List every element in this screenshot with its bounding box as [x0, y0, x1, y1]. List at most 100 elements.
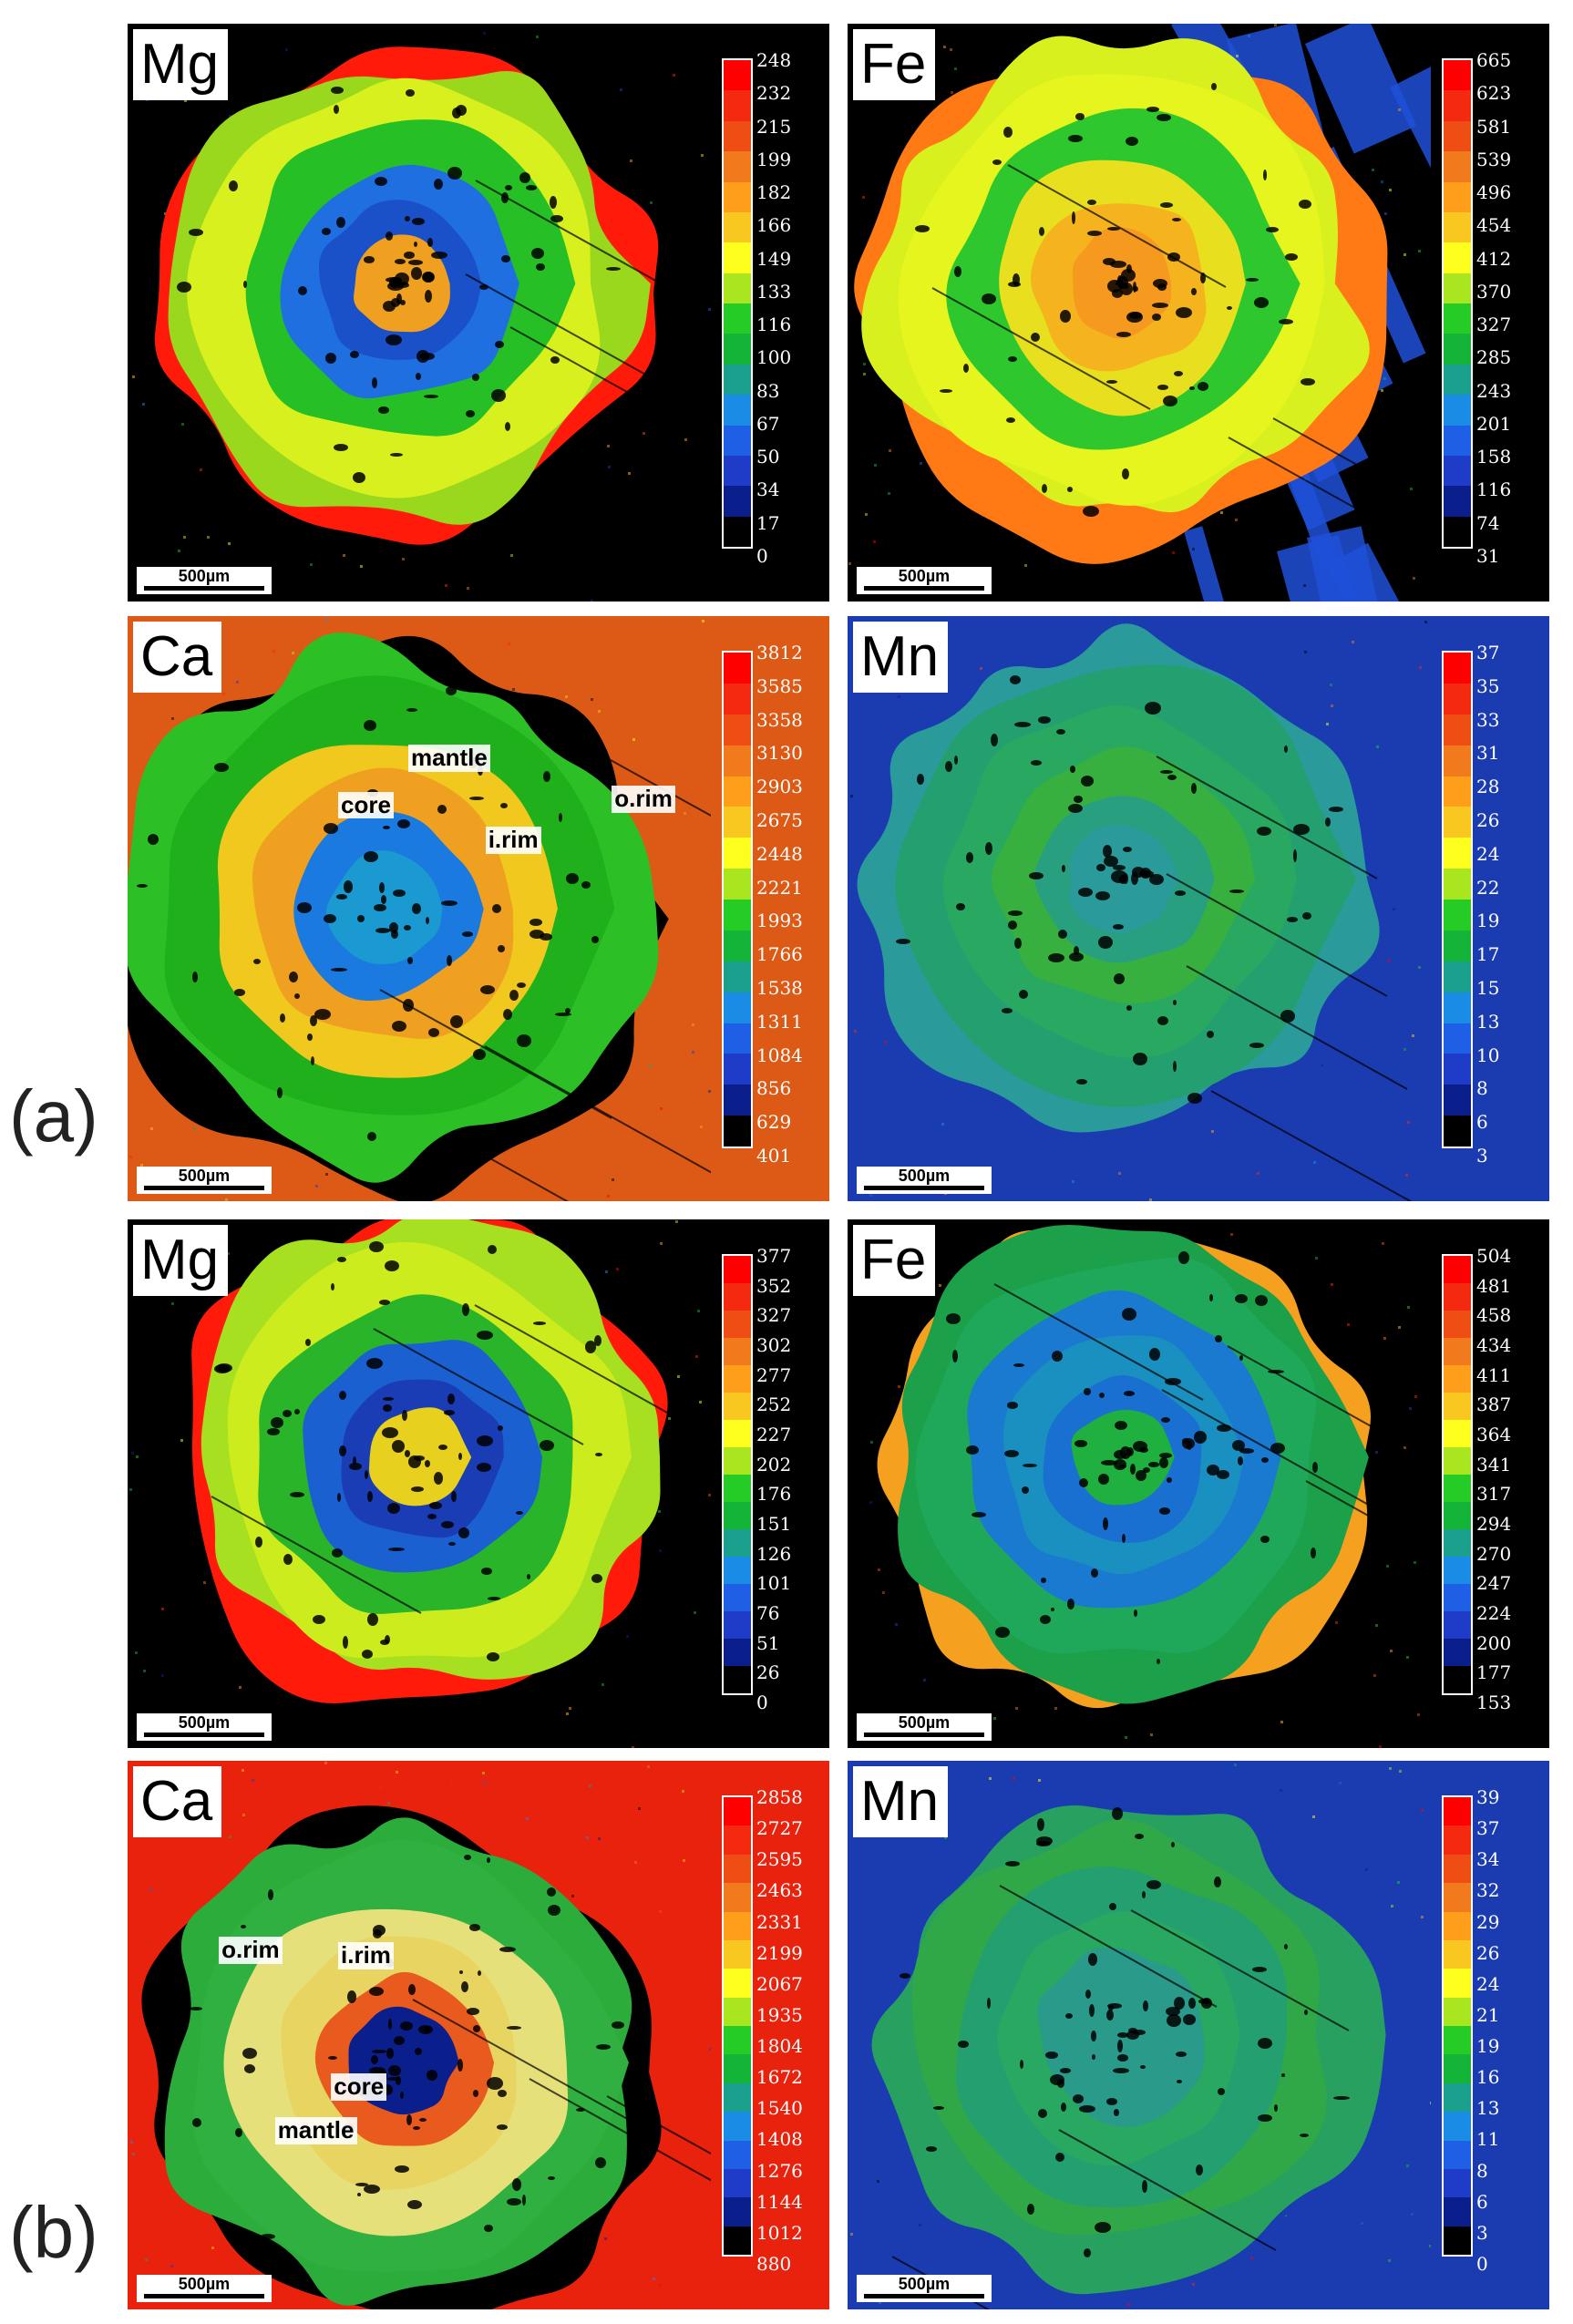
color-scale-step [724, 992, 751, 1023]
color-scale-tick-label: 327 [756, 1304, 792, 1327]
color-scale-step [724, 1969, 751, 1998]
color-scale-tick-label: 199 [756, 148, 792, 170]
element-label: Ca [133, 622, 222, 693]
color-scale-step [724, 1023, 751, 1054]
color-scale-tick-label: 182 [756, 181, 792, 204]
color-scale-step [1444, 1338, 1471, 1365]
color-scale-step [724, 930, 751, 961]
color-scale-step [1444, 1256, 1471, 1283]
scale-bar: 500µm [137, 567, 272, 594]
color-scale-tick-label: 285 [1476, 346, 1512, 369]
color-scale-step [724, 1639, 751, 1666]
color-scale-step [1444, 1911, 1471, 1940]
color-scale-step [1444, 1854, 1471, 1884]
color-scale-tick-label: 31 [1476, 545, 1500, 567]
color-scale-tick-label: 1311 [756, 1010, 803, 1033]
color-scale-step [724, 1883, 751, 1912]
color-scale-tick-label: 504 [1476, 1245, 1512, 1267]
color-scale-tick-label: 856 [756, 1077, 792, 1100]
color-scale-step [1444, 1666, 1471, 1693]
color-scale-tick-label: 1993 [756, 910, 803, 932]
color-scale-step [724, 838, 751, 869]
color-scale-step [724, 1797, 751, 1826]
color-scale-bar [722, 1795, 753, 2257]
color-scale-step [1444, 683, 1471, 715]
color-scale-tick-label: 1012 [756, 2221, 803, 2244]
color-scale-bar [1442, 1795, 1473, 2257]
color-scale-tick-label: 215 [756, 115, 792, 138]
color-scale-tick-label: 458 [1476, 1304, 1512, 1327]
color-scale-bar [1442, 1254, 1473, 1695]
color-scale-step [724, 1283, 751, 1311]
color-scale-step [1444, 869, 1471, 900]
color-scale-tick-label: 31 [1476, 742, 1500, 765]
color-scale-step [724, 1475, 751, 1502]
color-scale-step [724, 211, 751, 243]
color-scale-step [724, 1557, 751, 1584]
map-image [848, 24, 1431, 602]
color-scale-tick-label: 24 [1476, 1972, 1500, 1995]
color-scale-step [724, 1529, 751, 1557]
zone-label-i-rim: i.rim [338, 1941, 394, 1969]
color-scale-tick-label: 34 [756, 478, 780, 501]
color-scale-step [1444, 1085, 1471, 1116]
color-scale-tick-label: 33 [1476, 708, 1500, 731]
color-scale-step [1444, 120, 1471, 152]
element-map-b-ca: Ca 500µm 2858 2727 2595 2463 2331 2199 2067 1935 1… [128, 1761, 829, 2309]
color-scale-step [724, 2226, 751, 2255]
color-scale-step [1444, 1529, 1471, 1557]
color-scale-tick-label: 327 [1476, 314, 1512, 336]
color-scale-tick-label: 411 [1476, 1363, 1512, 1386]
color-scale-tick-label: 1766 [756, 943, 803, 966]
color-scale-tick-label: 19 [1476, 910, 1500, 932]
color-scale-bar [722, 1254, 753, 1695]
color-scale-step [1444, 516, 1471, 547]
color-scale-tick-label: 76 [756, 1602, 780, 1624]
color-scale-tick-label: 0 [1476, 2253, 1488, 2275]
color-scale-tick-label: 434 [1476, 1334, 1512, 1356]
map-image [869, 1225, 1431, 1748]
color-scale-step [724, 807, 751, 838]
color-scale-tick-label: 51 [756, 1631, 780, 1654]
color-scale-step [1444, 486, 1471, 517]
color-scale-step [724, 1997, 751, 2026]
color-scale-tick-label: 2199 [756, 1941, 803, 1964]
color-scale-tick-label: 26 [756, 1661, 780, 1684]
color-scale-step [724, 425, 751, 456]
color-scale-step [724, 2054, 751, 2083]
scale-bar-label: 500µm [178, 1713, 231, 1732]
color-scale-step [724, 455, 751, 487]
color-scale-tick-label: 8 [1476, 1077, 1488, 1100]
color-scale-tick-label: 151 [756, 1513, 792, 1535]
color-scale-tick-label: 0 [756, 1692, 768, 1713]
color-scale-tick-label: 243 [1476, 379, 1512, 402]
color-scale-tick-label: 401 [756, 1145, 792, 1167]
scale-bar-label: 500µm [898, 2275, 951, 2293]
color-scale-step [724, 2140, 751, 2169]
color-scale-tick-label: 341 [1476, 1453, 1512, 1476]
color-scale-step [1444, 653, 1471, 684]
scale-bar-line [144, 586, 264, 591]
zone-label-o-rim: o.rim [219, 1936, 283, 1964]
color-scale-step [724, 2112, 751, 2141]
color-scale-step [724, 395, 751, 426]
color-scale-step [1444, 1420, 1471, 1447]
color-scale-tick-label: 19 [1476, 2035, 1500, 2058]
color-scale-step [724, 181, 751, 212]
color-scale-ticks: 377 352 327 302 277 252 227 202 176 151 126 101 76 51… [756, 1247, 811, 1712]
scale-bar-line [864, 2294, 984, 2298]
color-scale-tick-label: 24 [1476, 842, 1500, 865]
color-scale-tick-label: 3130 [756, 742, 803, 765]
scale-bar-label: 500µm [898, 1167, 951, 1185]
color-scale-step [1444, 1023, 1471, 1054]
color-scale-step [1444, 2168, 1471, 2198]
color-scale-tick-label: 2595 [756, 1848, 803, 1871]
color-scale-ticks: 2858 2727 2595 2463 2331 2199 2067 1935 1804 1672… [756, 1788, 811, 2273]
color-scale-step [724, 1256, 751, 1283]
color-scale-step [1444, 900, 1471, 931]
scale-bar: 500µm [137, 1167, 272, 1194]
color-scale-step [1444, 807, 1471, 838]
map-image [132, 32, 711, 602]
color-scale-step [1444, 60, 1471, 91]
color-scale-tick-label: 22 [1476, 876, 1500, 899]
